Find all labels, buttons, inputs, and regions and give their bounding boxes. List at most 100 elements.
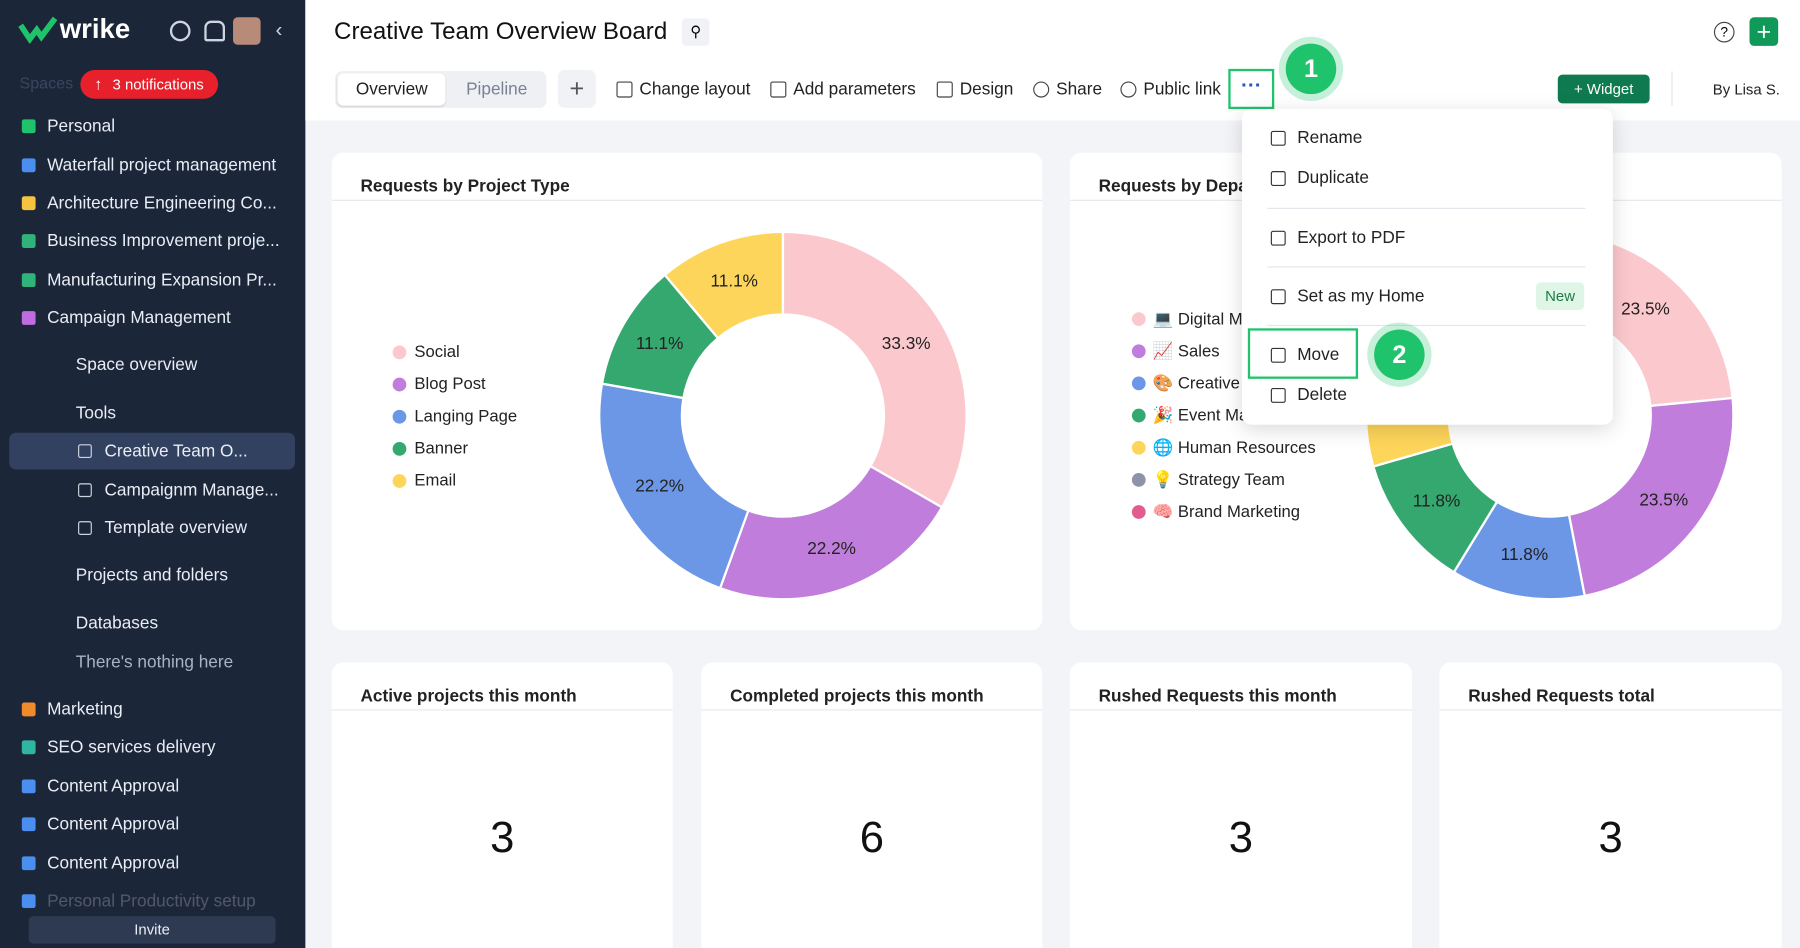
stat-title: Rushed Requests total (1468, 686, 1655, 706)
item-icon (21, 119, 36, 134)
item-icon (21, 779, 36, 794)
menu-item[interactable]: Move (1297, 344, 1340, 365)
legend-dot (1131, 472, 1146, 487)
bell-icon[interactable] (204, 20, 225, 42)
toolbar-icon (1033, 81, 1050, 98)
menu-item[interactable]: Duplicate (1297, 168, 1369, 188)
legend-dot (392, 345, 407, 360)
toolbar-button[interactable]: Share (1056, 79, 1103, 100)
collapse-icon[interactable]: ‹ (275, 18, 283, 42)
menu-item[interactable]: Export to PDF (1297, 227, 1406, 248)
stat-title: Active projects this month (360, 686, 577, 706)
legend-item[interactable]: 🧠 Brand Marketing (1152, 503, 1301, 522)
legend-item[interactable]: Blog Post (414, 375, 486, 394)
create-button[interactable]: + (1749, 17, 1779, 46)
toolbar-icon (616, 81, 633, 98)
sidebar-item[interactable]: Architecture Engineering Co... (47, 193, 277, 213)
toolbar-icon (770, 81, 787, 98)
sidebar-item[interactable]: Projects and folders (75, 565, 228, 585)
item-icon (21, 702, 36, 717)
toolbar-button[interactable]: Add parameters (793, 79, 916, 100)
legend-item[interactable]: Social (414, 343, 460, 362)
search-icon[interactable] (169, 20, 191, 42)
help-icon[interactable]: ? (1713, 21, 1735, 43)
legend-item[interactable]: 💡 Strategy Team (1152, 471, 1285, 490)
sidebar-item[interactable]: There's nothing here (75, 652, 234, 673)
legend-dot (1131, 505, 1146, 519)
slice-label: 22.2% (807, 538, 856, 558)
menu-item[interactable]: Rename (1297, 127, 1363, 148)
sidebar-item[interactable]: Databases (75, 613, 159, 634)
add-tab-button[interactable]: + (557, 70, 596, 108)
legend-item[interactable]: Langing Page (414, 407, 518, 426)
stat-value: 3 (1598, 813, 1623, 863)
legend-item[interactable]: 📈 Sales (1152, 342, 1220, 362)
tab[interactable]: Pipeline (466, 79, 528, 100)
more-button[interactable]: ··· (1228, 68, 1275, 110)
sidebar-item[interactable]: Creative Team O... (104, 441, 248, 461)
menu-separator (1267, 324, 1586, 327)
slice-label: 11.1% (636, 333, 684, 353)
item-icon (78, 521, 92, 535)
pin-button[interactable]: ⚲ (681, 18, 710, 46)
sidebar-item[interactable]: Tools (75, 403, 116, 424)
legend-dot (1131, 344, 1146, 359)
invite-button[interactable]: Invite (28, 916, 276, 944)
sidebar-item[interactable]: Manufacturing Expansion Pr... (47, 270, 277, 290)
menu-item[interactable]: Delete (1297, 385, 1347, 405)
item-icon (21, 273, 36, 287)
legend-item[interactable]: 💻 Digital Ma (1152, 310, 1252, 329)
sidebar: wrike ‹ Spaces ↑ 3 notifications Invite P… (0, 0, 306, 948)
sidebar-item[interactable]: Template overview (104, 518, 248, 538)
spaces-label: Spaces (19, 73, 74, 92)
toolbar-button[interactable]: Change layout (639, 79, 751, 100)
author[interactable]: By Lisa S. (1712, 80, 1780, 99)
avatar[interactable] (233, 17, 261, 45)
item-icon (21, 856, 36, 871)
donut-slice (1567, 396, 1735, 598)
sidebar-item[interactable]: Personal (47, 116, 116, 137)
sidebar-item[interactable]: Personal Productivity setup (47, 891, 256, 911)
legend-dot (1131, 312, 1146, 327)
brand: wrike (59, 13, 131, 45)
card-divider (331, 199, 1043, 201)
toolbar-button[interactable]: Design (959, 79, 1014, 100)
sidebar-item[interactable]: Marketing (47, 699, 123, 720)
legend-item[interactable]: Banner (414, 439, 469, 459)
sidebar-item[interactable]: Campaignm Manage... (104, 480, 279, 500)
legend-item[interactable]: 🎉 Event Ma (1152, 406, 1249, 426)
legend-item[interactable]: 🌐 Human Resources (1152, 439, 1316, 458)
sidebar-item[interactable]: Content Approval (47, 814, 180, 834)
slice-label: 11.1% (710, 270, 758, 290)
slice-label: 23.5% (1639, 489, 1688, 509)
stat-title: Completed projects this month (730, 686, 984, 706)
legend-dot (392, 474, 407, 488)
sidebar-item[interactable]: Campaign Management (47, 308, 231, 328)
menu-separator (1267, 266, 1586, 268)
sidebar-item[interactable]: Space overview (75, 355, 198, 375)
menu-item[interactable]: Set as my Home (1297, 286, 1425, 306)
card-divider (331, 709, 673, 711)
sidebar-item[interactable]: Content Approval (47, 776, 180, 797)
widget-button[interactable]: + Widget (1557, 74, 1650, 104)
sidebar-item[interactable]: Content Approval (47, 853, 180, 874)
tab[interactable]: Overview (355, 79, 428, 100)
legend-item[interactable]: 🎨 Creative (1152, 374, 1240, 394)
slice-label: 22.2% (635, 475, 684, 495)
item-icon (21, 158, 36, 173)
toolbar-button[interactable]: Public link (1143, 79, 1221, 100)
sidebar-item[interactable]: Business Improvement proje... (47, 231, 280, 251)
card-divider (1439, 709, 1782, 711)
slice-label: 11.8% (1501, 544, 1549, 564)
legend-item[interactable]: Email (414, 471, 457, 491)
stat-value: 6 (859, 813, 885, 863)
item-icon (21, 196, 36, 211)
sidebar-item[interactable]: Waterfall project management (47, 155, 277, 176)
sidebar-item[interactable]: SEO services delivery (47, 737, 216, 758)
notifications-pill[interactable]: ↑ 3 notifications (80, 70, 218, 99)
slice-label: 11.8% (1413, 490, 1461, 510)
toolbar-icon (936, 81, 953, 98)
stat-title: Rushed Requests this month (1098, 686, 1337, 706)
item-icon (21, 740, 36, 755)
